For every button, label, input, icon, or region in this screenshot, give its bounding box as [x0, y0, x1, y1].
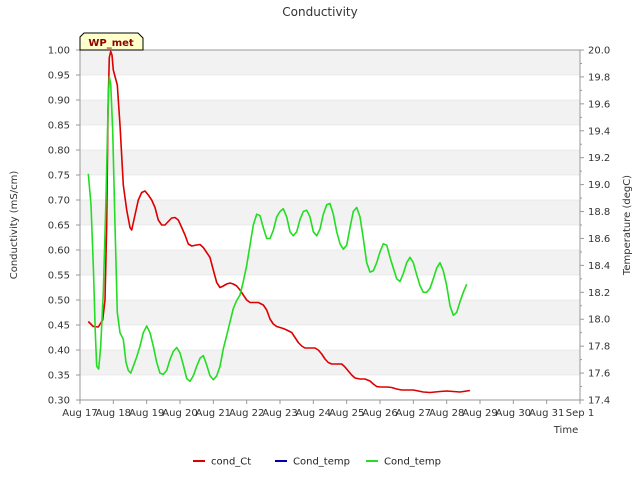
y-axis-ticks: 0.30 0.35 0.40 0.45 0.50 0.55 0.60 0.65 0.70 0.75… [48, 46, 80, 407]
y2-tick-label: 17.4 [588, 396, 610, 407]
y-tick-label: 0.90 [48, 96, 70, 107]
grid-band [80, 100, 580, 125]
y2-axis-title: Temperature (degC) [622, 175, 633, 276]
plot-bands [80, 50, 580, 375]
grid-band [80, 300, 580, 325]
x-tick-label: Aug 28 [429, 408, 464, 419]
y2-tick-label: 20.0 [588, 46, 610, 57]
x-tick-label: Sep 1 [566, 408, 594, 419]
grid-lines [80, 49, 580, 401]
y-tick-label: 0.55 [48, 271, 70, 282]
x-tick-label: Aug 24 [296, 408, 331, 419]
y2-axis-ticks: 17.4 17.6 17.8 18.0 18.2 18.4 18.6 18.8 19.0 19.2… [580, 46, 610, 407]
chart-title: Conductivity [282, 5, 357, 19]
grid-band [80, 50, 580, 75]
y2-tick-label: 18.0 [588, 315, 610, 326]
y-tick-label: 0.50 [48, 296, 70, 307]
y2-tick-label: 17.6 [588, 369, 610, 380]
y2-tick-label: 17.8 [588, 342, 610, 353]
y-tick-label: 0.35 [48, 371, 70, 382]
x-tick-label: Aug 31 [529, 408, 564, 419]
y2-tick-label: 19.4 [588, 126, 610, 137]
station-badge: WP_met [79, 32, 144, 51]
legend-label: Cond_temp [384, 457, 441, 468]
y2-tick-label: 19.6 [588, 99, 610, 110]
x-tick-label: Aug 21 [196, 408, 231, 419]
y2-tick-label: 19.8 [588, 72, 610, 83]
y-tick-label: 0.30 [48, 396, 70, 407]
x-tick-label: Aug 25 [329, 408, 364, 419]
y2-tick-label: 18.8 [588, 207, 610, 218]
x-tick-label: Aug 17 [62, 408, 97, 419]
y2-tick-label: 18.2 [588, 288, 610, 299]
y-tick-label: 0.85 [48, 121, 70, 132]
y-tick-label: 0.40 [48, 346, 70, 357]
y-tick-label: 0.70 [48, 196, 70, 207]
x-tick-label: Aug 22 [229, 408, 264, 419]
x-tick-label: Aug 20 [162, 408, 197, 419]
y-tick-label: 0.80 [48, 146, 70, 157]
x-tick-label: Aug 18 [96, 408, 131, 419]
station-badge-box [79, 32, 144, 51]
station-badge-label: WP_met [88, 38, 134, 49]
x-tick-label: Aug 19 [129, 408, 164, 419]
y-axis-title: Conductivity (mS/cm) [9, 171, 20, 280]
y2-tick-label: 18.6 [588, 234, 610, 245]
grid-band [80, 250, 580, 275]
series-line-cond-ct-left [87, 50, 471, 394]
legend-label: Cond_temp [293, 457, 350, 468]
legend-label: cond_Ct [211, 457, 251, 468]
y-tick-label: 0.65 [48, 221, 70, 232]
x-axis-title: Time [553, 425, 578, 436]
series-layer [87, 50, 471, 394]
series-line-cond-temp-right [87, 76, 468, 382]
x-tick-label: Aug 23 [262, 408, 297, 419]
x-tick-label: Aug 27 [396, 408, 431, 419]
x-tick-label: Aug 29 [462, 408, 497, 419]
y2-tick-label: 19.0 [588, 180, 610, 191]
grid-band [80, 150, 580, 175]
x-tick-label: Aug 26 [362, 408, 397, 419]
y2-tick-label: 19.2 [588, 153, 610, 164]
y2-tick-label: 18.4 [588, 261, 610, 272]
y-tick-label: 0.75 [48, 171, 70, 182]
y-tick-label: 0.95 [48, 71, 70, 82]
y-tick-label: 0.60 [48, 246, 70, 257]
y-tick-label: 1.00 [48, 46, 70, 57]
x-tick-label: Aug 30 [496, 408, 531, 419]
legend: cond_Ct Cond_temp Cond_temp [193, 457, 441, 468]
y-tick-label: 0.45 [48, 321, 70, 332]
